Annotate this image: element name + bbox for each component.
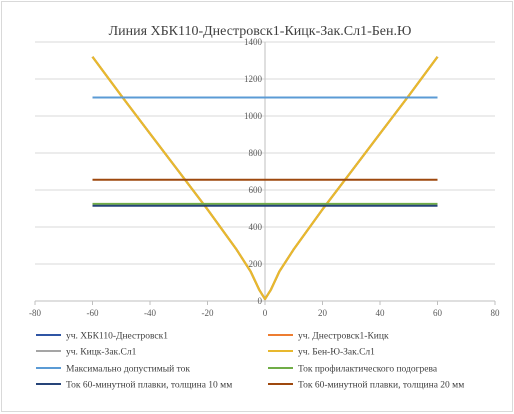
legend-label-3: уч. Бен-Ю-Зак.Сл1 xyxy=(298,348,375,358)
x-tick-label: -60 xyxy=(87,308,99,318)
y-tick-label: 1400 xyxy=(244,37,263,47)
x-tick-label: 20 xyxy=(318,308,328,318)
x-tick-label: 60 xyxy=(433,308,443,318)
legend-label-0: уч. ХБК110-Днестровск1 xyxy=(66,332,168,342)
x-tick-label: 80 xyxy=(491,308,501,318)
legend-label-7: Ток 60-минутной плавки, толщина 20 мм xyxy=(298,380,464,391)
x-tick-label: 40 xyxy=(376,308,386,318)
axis-layer xyxy=(35,42,495,302)
y-tick-label: 800 xyxy=(249,148,263,158)
tick-layer: -80 -60 -40 -20 0 20 40 60 800200400600800100012… xyxy=(29,37,500,318)
y-tick-label: 1000 xyxy=(244,111,263,121)
y-tick-label: 200 xyxy=(249,259,263,269)
x-tick-label: -20 xyxy=(202,308,214,318)
x-tick-label: -40 xyxy=(144,308,156,318)
legend-label-1: уч. Днестровск1-Кицк xyxy=(298,332,389,342)
series-line-3 xyxy=(91,56,439,301)
legend-label-5: Ток профилактического подогрева xyxy=(298,364,438,375)
chart-title: Линия ХБК110-Днестровск1-Кицк-Зак.Сл1-Бе… xyxy=(109,24,412,39)
y-tick-label: 1200 xyxy=(244,74,263,84)
x-tick-label: -80 xyxy=(29,308,41,318)
x-tick-label: 0 xyxy=(263,308,268,318)
y-tick-label: 400 xyxy=(249,222,263,232)
legend-label-2: уч. Кицк-Зак.Сл1 xyxy=(66,348,137,358)
legend: уч. ХБК110-Днестровск1 уч. Днестровск1-Ки… xyxy=(36,332,464,391)
y-tick-label: 600 xyxy=(249,185,263,195)
legend-label-6: Ток 60-минутной плавки, толщина 10 мм xyxy=(66,380,232,391)
legend-label-4: Максимально допустимый ток xyxy=(66,364,190,375)
series-layer xyxy=(91,56,439,301)
y-tick-label: 0 xyxy=(258,296,263,306)
